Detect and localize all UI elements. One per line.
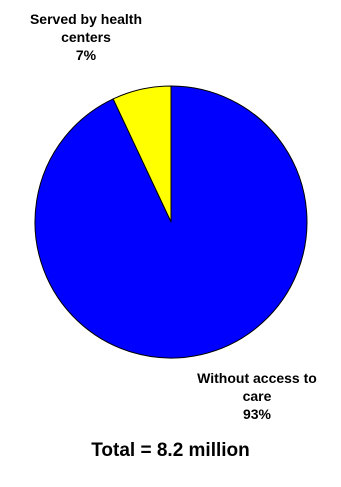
slice-label-served-line-2: centers: [61, 29, 111, 45]
slice-label-without-line-1: Without access to: [197, 370, 317, 386]
slice-label-served: Served by health centers 7%: [0, 10, 172, 64]
slice-label-without: Without access to care 93%: [168, 369, 341, 423]
slice-label-without-line-2: care: [242, 388, 272, 404]
pie-slices: [34, 85, 308, 359]
slice-label-served-line-1: Served by health: [29, 11, 143, 27]
pie-slice-without-access-to-care: [34, 85, 308, 359]
slice-value-without: 93%: [242, 406, 272, 422]
slice-value-served: 7%: [75, 47, 97, 63]
total-label: Total = 8.2 million: [91, 440, 250, 461]
